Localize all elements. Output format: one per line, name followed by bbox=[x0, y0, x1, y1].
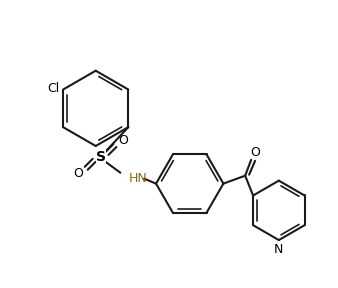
Text: N: N bbox=[274, 243, 284, 256]
Text: O: O bbox=[73, 167, 83, 180]
Text: S: S bbox=[96, 150, 105, 164]
Text: O: O bbox=[118, 134, 128, 147]
Text: HN: HN bbox=[128, 172, 147, 185]
Text: O: O bbox=[250, 146, 260, 160]
Text: Cl: Cl bbox=[47, 82, 59, 95]
